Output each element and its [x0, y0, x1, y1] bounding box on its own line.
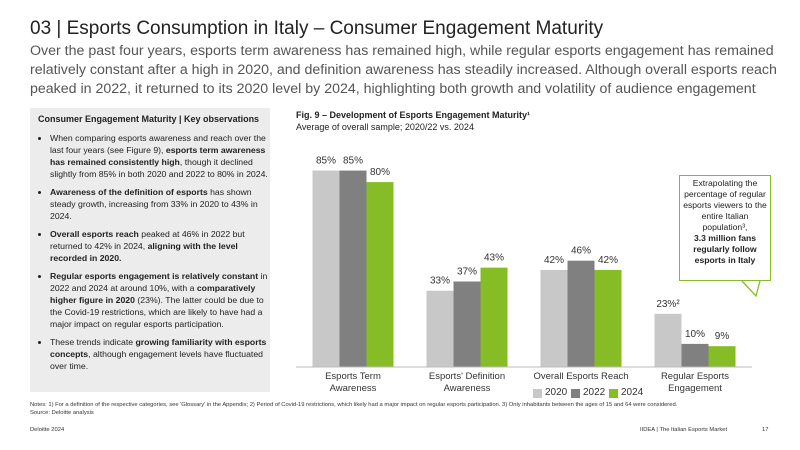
bullet: These trends indicate growing familiarit… — [50, 336, 276, 372]
bullet: Awareness of the definition of esports h… — [50, 186, 276, 222]
bullet-text: growing familiarity with esports concept… — [50, 337, 267, 359]
legend-label: 2022 — [583, 387, 606, 398]
bar — [339, 170, 367, 367]
x-tick-label: Esports' Definition Awareness — [428, 371, 506, 394]
bullet-text: esports term awareness has remained cons… — [50, 145, 266, 167]
value-label: 42% — [598, 255, 618, 266]
chart-subtitle: Average of overall sample; 2020/22 vs. 2… — [296, 122, 474, 132]
slide-title: 03 | Esports Consumption in Italy – Cons… — [30, 18, 604, 39]
chart-title: Fig. 9 – Development of Esports Engageme… — [296, 110, 531, 120]
bullet-text: (23%). The latter could be due to the Co… — [50, 295, 264, 329]
bullet: Overall esports reach peaked at 46% in 2… — [50, 228, 276, 264]
value-label: 23%² — [656, 299, 680, 310]
source: Source: Deloitte analysis — [30, 410, 94, 416]
value-label: 46% — [571, 246, 591, 257]
x-tick-label: Regular Esports Engagement — [660, 371, 730, 394]
footer-left: Deloitte 2024 — [30, 427, 65, 433]
value-label: 37% — [457, 266, 477, 277]
bullet-list: When comparing esports awareness and rea… — [38, 132, 276, 378]
footer-right: IIDEA | The Italian Esports Market — [640, 427, 728, 433]
bullet-text: peaked at 46% in 2022 but returned to 42… — [50, 229, 245, 251]
x-tick-label: Esports Term Awareness — [325, 371, 381, 394]
legend-swatch — [533, 389, 542, 398]
legend-swatch — [609, 389, 618, 398]
value-label: 80% — [370, 167, 390, 178]
value-label: 85% — [316, 156, 336, 167]
bar — [312, 170, 340, 367]
bullet-text: , though it declined slightly from 85% i… — [50, 157, 268, 179]
bullet-text: has shown steady growth, increasing from… — [50, 187, 258, 221]
sidebar-title: Consumer Engagement Maturity | Key obser… — [38, 114, 260, 124]
bar — [540, 269, 568, 367]
bullet-text: These trends indicate — [50, 337, 136, 347]
bullet-text: When comparing esports awareness and rea… — [50, 133, 266, 155]
bullet-text: comparatively higher figure in 2020 — [50, 283, 256, 305]
bullet-text: aligning with the level recorded in 2020… — [50, 241, 238, 263]
value-label: 33% — [430, 276, 450, 287]
bullet-text: Regular esports engagement is relatively… — [50, 271, 259, 281]
bar — [567, 260, 595, 367]
value-label: 9% — [715, 331, 730, 342]
bar — [594, 269, 622, 367]
bullet-text: Awareness of the definition of esports — [50, 187, 208, 197]
bar — [654, 313, 682, 367]
callout-highlight: 3.3 million fans regularly follow esport… — [693, 233, 757, 265]
callout: Extrapolating the percentage of regular … — [679, 175, 771, 281]
bar — [480, 267, 508, 367]
x-tick-label: Overall Esports Reach — [533, 371, 629, 382]
intro-text: Over the past four years, esports term a… — [30, 43, 777, 97]
value-label: 43% — [484, 253, 504, 264]
bullet: When comparing esports awareness and rea… — [50, 132, 276, 180]
bar — [681, 343, 709, 367]
bar — [708, 346, 736, 367]
bar — [366, 182, 394, 367]
bar — [453, 281, 481, 367]
bullet-text: in 2022 and 2024 at around 10%, with a — [50, 271, 268, 293]
bar — [426, 290, 454, 367]
bullet: Regular esports engagement is relatively… — [50, 270, 276, 330]
value-label: 10% — [685, 329, 705, 340]
value-label: 42% — [544, 255, 564, 266]
page-number: 17 — [762, 427, 769, 433]
legend-label: 2020 — [545, 387, 568, 398]
bullet-text: , although engagement levels have fluctu… — [50, 349, 263, 371]
sidebar: Consumer Engagement Maturity | Key obser… — [30, 108, 270, 392]
bullet-text: Overall esports reach — [50, 229, 139, 239]
value-label: 85% — [343, 156, 363, 167]
callout-pointer — [741, 280, 761, 298]
callout-text: Extrapolating the percentage of regular … — [683, 178, 767, 232]
legend-label: 2024 — [621, 387, 644, 398]
notes: Notes: 1) For a definition of the respec… — [30, 402, 678, 408]
legend-swatch — [571, 389, 580, 398]
